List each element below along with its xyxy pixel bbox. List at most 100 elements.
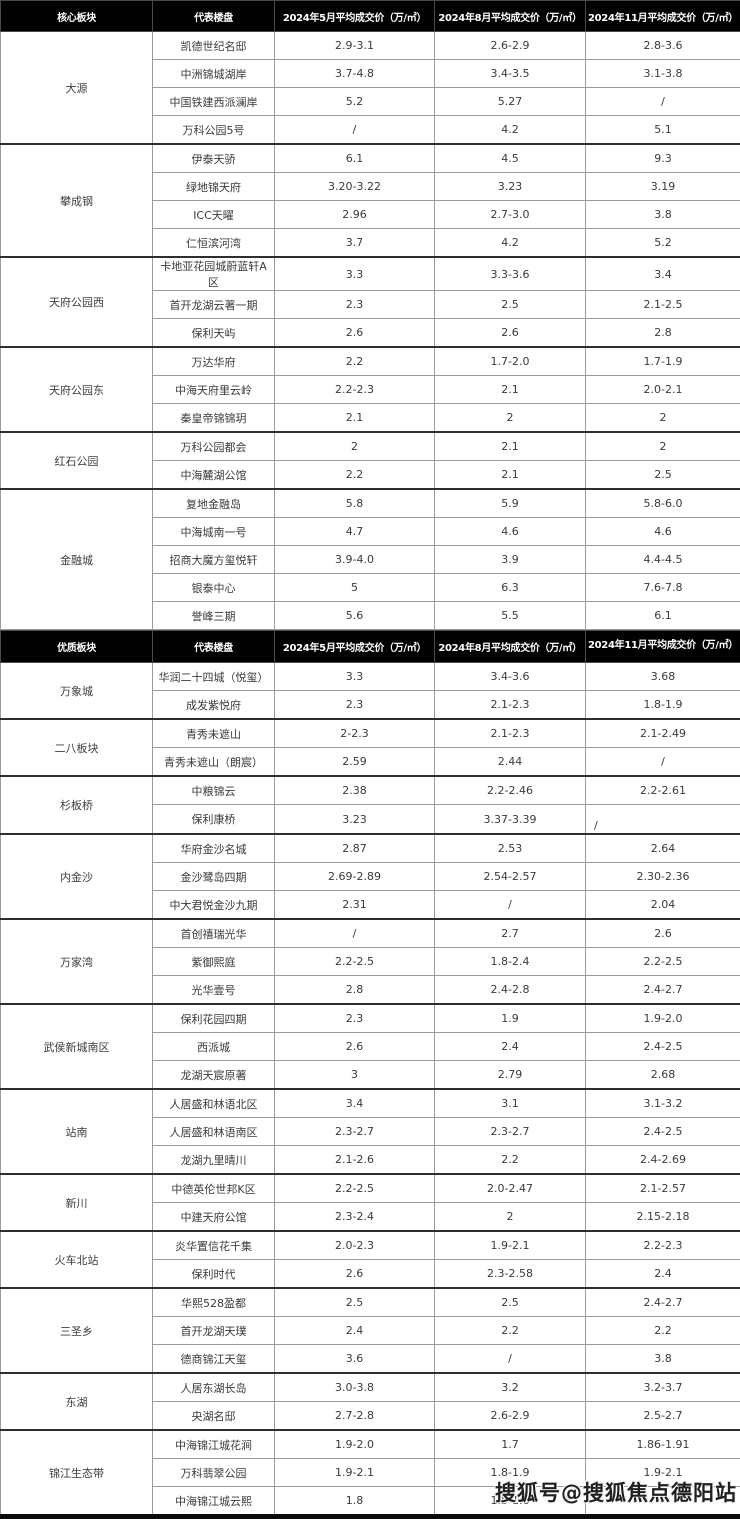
price-cell: 2.4 — [586, 1260, 740, 1289]
price-cell: 2 — [586, 404, 740, 433]
price-cell: 2 — [275, 432, 435, 461]
column-header: 2024年5月平均成交价（万/㎡） — [275, 631, 435, 663]
price-cell: 2.6 — [275, 319, 435, 348]
property-cell: 中德英伦世邦K区 — [153, 1174, 275, 1203]
price-cell: 2.1-2.49 — [586, 719, 740, 748]
price-cell: 2.3 — [275, 291, 435, 319]
price-cell: 2.6-2.9 — [435, 32, 586, 60]
price-cell: 3.9 — [435, 546, 586, 574]
property-cell: 仁恒滨河湾 — [153, 229, 275, 258]
price-cell: 2.1-2.57 — [586, 1174, 740, 1203]
area-cell: 天府公园东 — [1, 347, 153, 432]
price-cell: 2.4-2.7 — [586, 1288, 740, 1317]
price-cell: 2.96 — [275, 201, 435, 229]
price-cell: 2.2-2.46 — [435, 776, 586, 805]
property-cell: 炎华置信花千集 — [153, 1231, 275, 1260]
price-cell: 3.8 — [586, 201, 740, 229]
property-cell: 卡地亚花园城蔚蓝轩A区 — [153, 257, 275, 291]
property-cell: 龙湖天宸原著 — [153, 1061, 275, 1090]
price-cell: 5.1 — [586, 116, 740, 145]
area-cell: 三圣乡 — [1, 1288, 153, 1373]
property-cell: 中国铁建西派澜岸 — [153, 88, 275, 116]
price-cell: 1.9-2.0 — [586, 1004, 740, 1033]
price-cell: 2.1-2.6 — [275, 1146, 435, 1175]
price-cell: 2.64 — [586, 834, 740, 863]
price-cell: 2.5-2.7 — [586, 1402, 740, 1431]
area-cell: 万家湾 — [1, 919, 153, 1004]
price-cell: 2.5 — [275, 1288, 435, 1317]
price-cell: 3.4 — [586, 257, 740, 291]
area-cell: 内金沙 — [1, 834, 153, 919]
price-cell: 2.4-2.69 — [586, 1146, 740, 1175]
price-cell: 2.6-2.9 — [435, 1402, 586, 1431]
price-cell: 5.5 — [435, 602, 586, 630]
price-cell: 1.8-2.4 — [435, 948, 586, 976]
price-cell: 1.9-2.0 — [275, 1430, 435, 1459]
column-header: 2024年8月平均成交价（万/㎡） — [435, 1, 586, 32]
price-cell: 4.6 — [586, 518, 740, 546]
price-cell: 2.3-2.7 — [275, 1118, 435, 1146]
price-cell: 2.2-2.5 — [275, 948, 435, 976]
property-cell: 华府金沙名城 — [153, 834, 275, 863]
price-cell: 2.2-2.61 — [586, 776, 740, 805]
area-cell: 东湖 — [1, 1373, 153, 1430]
price-cell: 7.6-7.8 — [586, 574, 740, 602]
price-cell: 2.4 — [435, 1033, 586, 1061]
price-cell: 3.3 — [275, 257, 435, 291]
price-cell: / — [586, 748, 740, 777]
column-header: 核心板块 — [1, 1, 153, 32]
price-cell: 6.3 — [435, 574, 586, 602]
area-cell: 天府公园西 — [1, 257, 153, 347]
price-cell: 5.8 — [275, 489, 435, 518]
price-cell: 2-2.3 — [275, 719, 435, 748]
price-cell: 3.7-4.8 — [275, 60, 435, 88]
price-cell: 2 — [435, 404, 586, 433]
price-cell: 3.9-4.0 — [275, 546, 435, 574]
price-cell: 1.7 — [435, 1430, 586, 1459]
price-cell: 2.4-2.8 — [435, 976, 586, 1005]
price-cell: 3.2 — [435, 1373, 586, 1402]
price-cell: 1.9-2.1 — [275, 1459, 435, 1487]
price-cell: 5.2 — [586, 229, 740, 258]
property-cell: 保利康桥 — [153, 805, 275, 835]
property-cell: 华润二十四城（悦玺） — [153, 663, 275, 691]
price-cell: 2.87 — [275, 834, 435, 863]
area-cell: 杉板桥 — [1, 776, 153, 834]
price-cell: 5.9 — [435, 489, 586, 518]
price-cell: 2.2-2.3 — [275, 376, 435, 404]
column-header: 2024年8月平均成交价（万/㎡） — [435, 631, 586, 663]
price-cell: 3.4-3.6 — [435, 663, 586, 691]
price-cell: 2.3-2.58 — [435, 1260, 586, 1289]
property-cell: 保利时代 — [153, 1260, 275, 1289]
price-cell: 2.8 — [586, 319, 740, 348]
price-cell: 2 — [435, 1203, 586, 1232]
property-cell: 中粮锦云 — [153, 776, 275, 805]
price-cell: 2.2-2.5 — [586, 948, 740, 976]
property-cell: 中海麓湖公馆 — [153, 461, 275, 490]
price-cell: 2.4 — [275, 1317, 435, 1345]
area-cell: 火车北站 — [1, 1231, 153, 1288]
property-cell: 首开龙湖云著一期 — [153, 291, 275, 319]
price-cell: / — [435, 891, 586, 920]
property-cell: 誉峰三期 — [153, 602, 275, 630]
price-cell: 2.69-2.89 — [275, 863, 435, 891]
property-cell: 人居东湖长岛 — [153, 1373, 275, 1402]
area-cell: 大源 — [1, 32, 153, 145]
price-cell: 5.2 — [275, 88, 435, 116]
price-cell: 1.9-2.1 — [435, 1231, 586, 1260]
property-cell: 金沙鹭岛四期 — [153, 863, 275, 891]
price-cell: 3.3 — [275, 663, 435, 691]
